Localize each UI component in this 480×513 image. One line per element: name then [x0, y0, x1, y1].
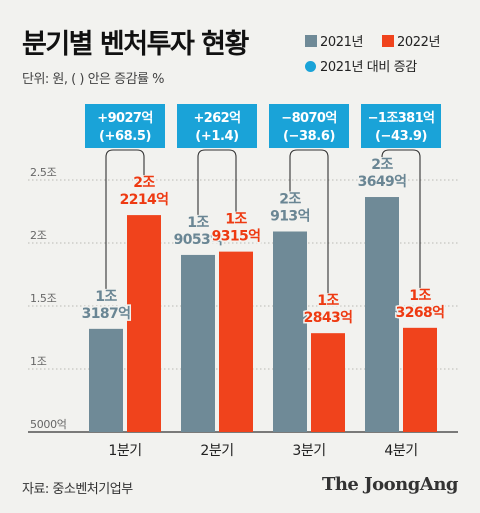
change-box [269, 104, 349, 148]
change-box [177, 104, 257, 148]
legend-swatch-2022 [382, 35, 394, 47]
data-label-2021: 1조 [95, 289, 117, 305]
y-tick-label: 2조 [30, 229, 47, 242]
change-amount: −1조381억 [368, 111, 435, 126]
legend-change: 2021년 대비 증감 [305, 56, 417, 75]
legend-2021: 2021년 [305, 31, 363, 50]
data-label-2022: 2843억 [304, 310, 353, 326]
data-label-2021: 9053억 [174, 232, 223, 248]
source-note: 자료: 중소벤처기업부 [22, 482, 133, 497]
change-bracket [197, 149, 237, 215]
data-label-2021: 3187억 [82, 306, 131, 322]
bar-2022 [311, 333, 345, 432]
legend-label-change: 2021년 대비 증감 [320, 60, 417, 75]
bar-2021 [89, 328, 123, 432]
bar-2021 [181, 254, 215, 432]
data-label-2022: 9315억 [212, 229, 261, 245]
change-bracket [105, 149, 145, 289]
legend-swatch-2021 [305, 35, 317, 47]
data-label-2021: 2조 [371, 157, 393, 173]
brand-logo: The JoongAng [321, 474, 459, 495]
y-tick-label: 1조 [30, 355, 47, 368]
data-label-2022: 2조 [133, 175, 155, 191]
bar-2021 [273, 231, 307, 432]
x-category-label: 4분기 [384, 443, 417, 459]
data-label-2022: 1조 [225, 212, 247, 228]
change-percent: (+68.5) [99, 129, 151, 144]
x-category-label: 1분기 [108, 443, 141, 459]
change-percent: (−43.9) [375, 129, 427, 144]
change-amount: −8070억 [281, 111, 336, 126]
y-tick-label: 2.5조 [30, 166, 57, 179]
unit-note: 단위: 원, ( ) 안은 증감률 % [22, 72, 164, 87]
data-label-2021: 913억 [270, 208, 310, 224]
change-amount: +262억 [194, 111, 241, 126]
x-category-label: 3분기 [292, 443, 325, 459]
change-box [361, 104, 441, 148]
change-amount: +9027억 [97, 111, 152, 126]
chart-title: 분기별 벤처투자 현황 [22, 29, 249, 60]
legend-label-2021: 2021년 [320, 35, 364, 50]
legend-label-2022: 2022년 [397, 35, 441, 50]
data-label-2021: 1조 [187, 215, 209, 231]
y-tick-label: 1.5조 [30, 292, 57, 305]
data-label-2022: 1조 [317, 293, 339, 309]
change-percent: (+1.4) [195, 129, 238, 144]
x-category-label: 2분기 [200, 443, 233, 459]
bar-2022 [403, 327, 437, 432]
data-label-2021: 3649억 [358, 174, 407, 190]
bar-2022 [219, 251, 253, 432]
data-label-2021: 2조 [279, 191, 301, 207]
bar-2021 [365, 197, 399, 432]
change-bracket [381, 149, 421, 288]
change-box [85, 104, 165, 148]
data-label-2022: 1조 [409, 288, 431, 304]
data-label-2022: 2214억 [120, 192, 169, 208]
bar-2022 [127, 215, 161, 432]
y-tick-label: 5000억 [30, 418, 67, 431]
legend-2022: 2022년 [382, 31, 440, 50]
change-bracket [289, 149, 329, 294]
legend-dot-change [305, 61, 316, 72]
change-percent: (−38.6) [283, 129, 335, 144]
data-label-2022: 3268억 [396, 305, 445, 321]
